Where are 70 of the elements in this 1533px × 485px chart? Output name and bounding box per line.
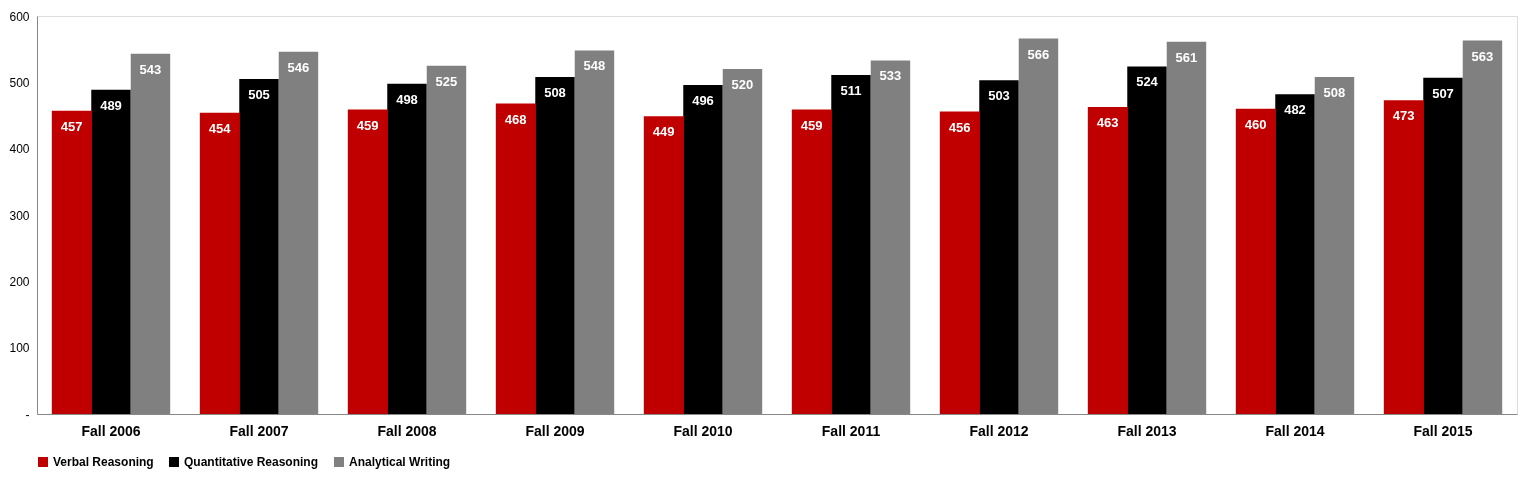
data-label: 468: [504, 111, 527, 127]
legend-label: Verbal Reasoning: [53, 455, 154, 469]
data-label: 511: [840, 83, 862, 99]
y-tick-label: -: [25, 407, 30, 422]
data-label: 548: [583, 58, 606, 74]
bar: [535, 77, 575, 414]
data-label: 546: [287, 59, 310, 75]
data-label: 457: [60, 118, 83, 134]
bar: [199, 112, 240, 414]
data-label: 496: [692, 92, 714, 108]
bar: [495, 103, 536, 414]
data-label: 525: [435, 73, 458, 89]
bar: [831, 75, 871, 414]
data-label: 505: [248, 87, 270, 103]
bar: [1127, 66, 1167, 414]
bar: [1087, 106, 1128, 414]
data-label: 507: [1432, 85, 1454, 101]
bar: [239, 79, 279, 414]
legend-label: Analytical Writing: [349, 455, 451, 469]
bar: [1423, 77, 1463, 414]
data-label: 473: [1392, 108, 1415, 124]
data-label: 459: [800, 117, 823, 133]
bar: [347, 109, 388, 414]
y-tick-label: 400: [9, 142, 30, 157]
x-tick-label: Fall 2012: [969, 422, 1029, 439]
x-tick-label: Fall 2014: [1265, 422, 1325, 439]
data-label: 543: [139, 61, 162, 77]
data-label: 563: [1471, 48, 1494, 64]
data-label: 498: [396, 91, 418, 107]
bar: [683, 84, 723, 414]
x-tick-label: Fall 2011: [821, 422, 881, 439]
data-label: 489: [100, 97, 122, 113]
data-label: 508: [1323, 85, 1346, 101]
data-label: 454: [208, 120, 232, 136]
data-label: 503: [988, 88, 1010, 104]
bar: [51, 110, 92, 414]
bar: [643, 116, 684, 414]
x-tick-label: Fall 2010: [673, 422, 733, 439]
data-label: 482: [1284, 102, 1306, 118]
y-tick-label: 600: [9, 9, 30, 24]
data-label: 508: [544, 85, 566, 101]
y-tick-label: 100: [9, 341, 30, 356]
bar: [1383, 100, 1424, 414]
x-tick-label: Fall 2008: [377, 422, 437, 439]
bar: [1235, 108, 1276, 414]
data-label: 456: [948, 119, 971, 135]
data-label: 561: [1175, 49, 1198, 65]
data-label: 460: [1244, 116, 1267, 132]
data-label: 566: [1027, 46, 1050, 62]
data-label: 449: [652, 124, 675, 140]
y-tick-label: 500: [9, 75, 30, 90]
data-label: 524: [1136, 74, 1159, 90]
data-label: 459: [356, 117, 379, 133]
bar: [939, 111, 980, 414]
bar: [387, 83, 427, 414]
data-label: 533: [879, 68, 902, 84]
y-tick-label: 200: [9, 274, 30, 289]
bar: [91, 89, 131, 414]
x-tick-label: Fall 2013: [1117, 422, 1177, 439]
y-tick-label: 300: [9, 208, 30, 223]
x-tick-label: Fall 2015: [1413, 422, 1473, 439]
legend-label: Quantitative Reasoning: [184, 455, 319, 469]
x-tick-label: Fall 2006: [81, 422, 141, 439]
x-tick-label: Fall 2007: [229, 422, 289, 439]
bar: [1275, 94, 1315, 414]
bar: [791, 109, 832, 414]
data-label: 520: [731, 77, 754, 93]
x-tick-label: Fall 2009: [525, 422, 585, 439]
bar: [979, 80, 1019, 414]
data-label: 463: [1096, 114, 1119, 130]
